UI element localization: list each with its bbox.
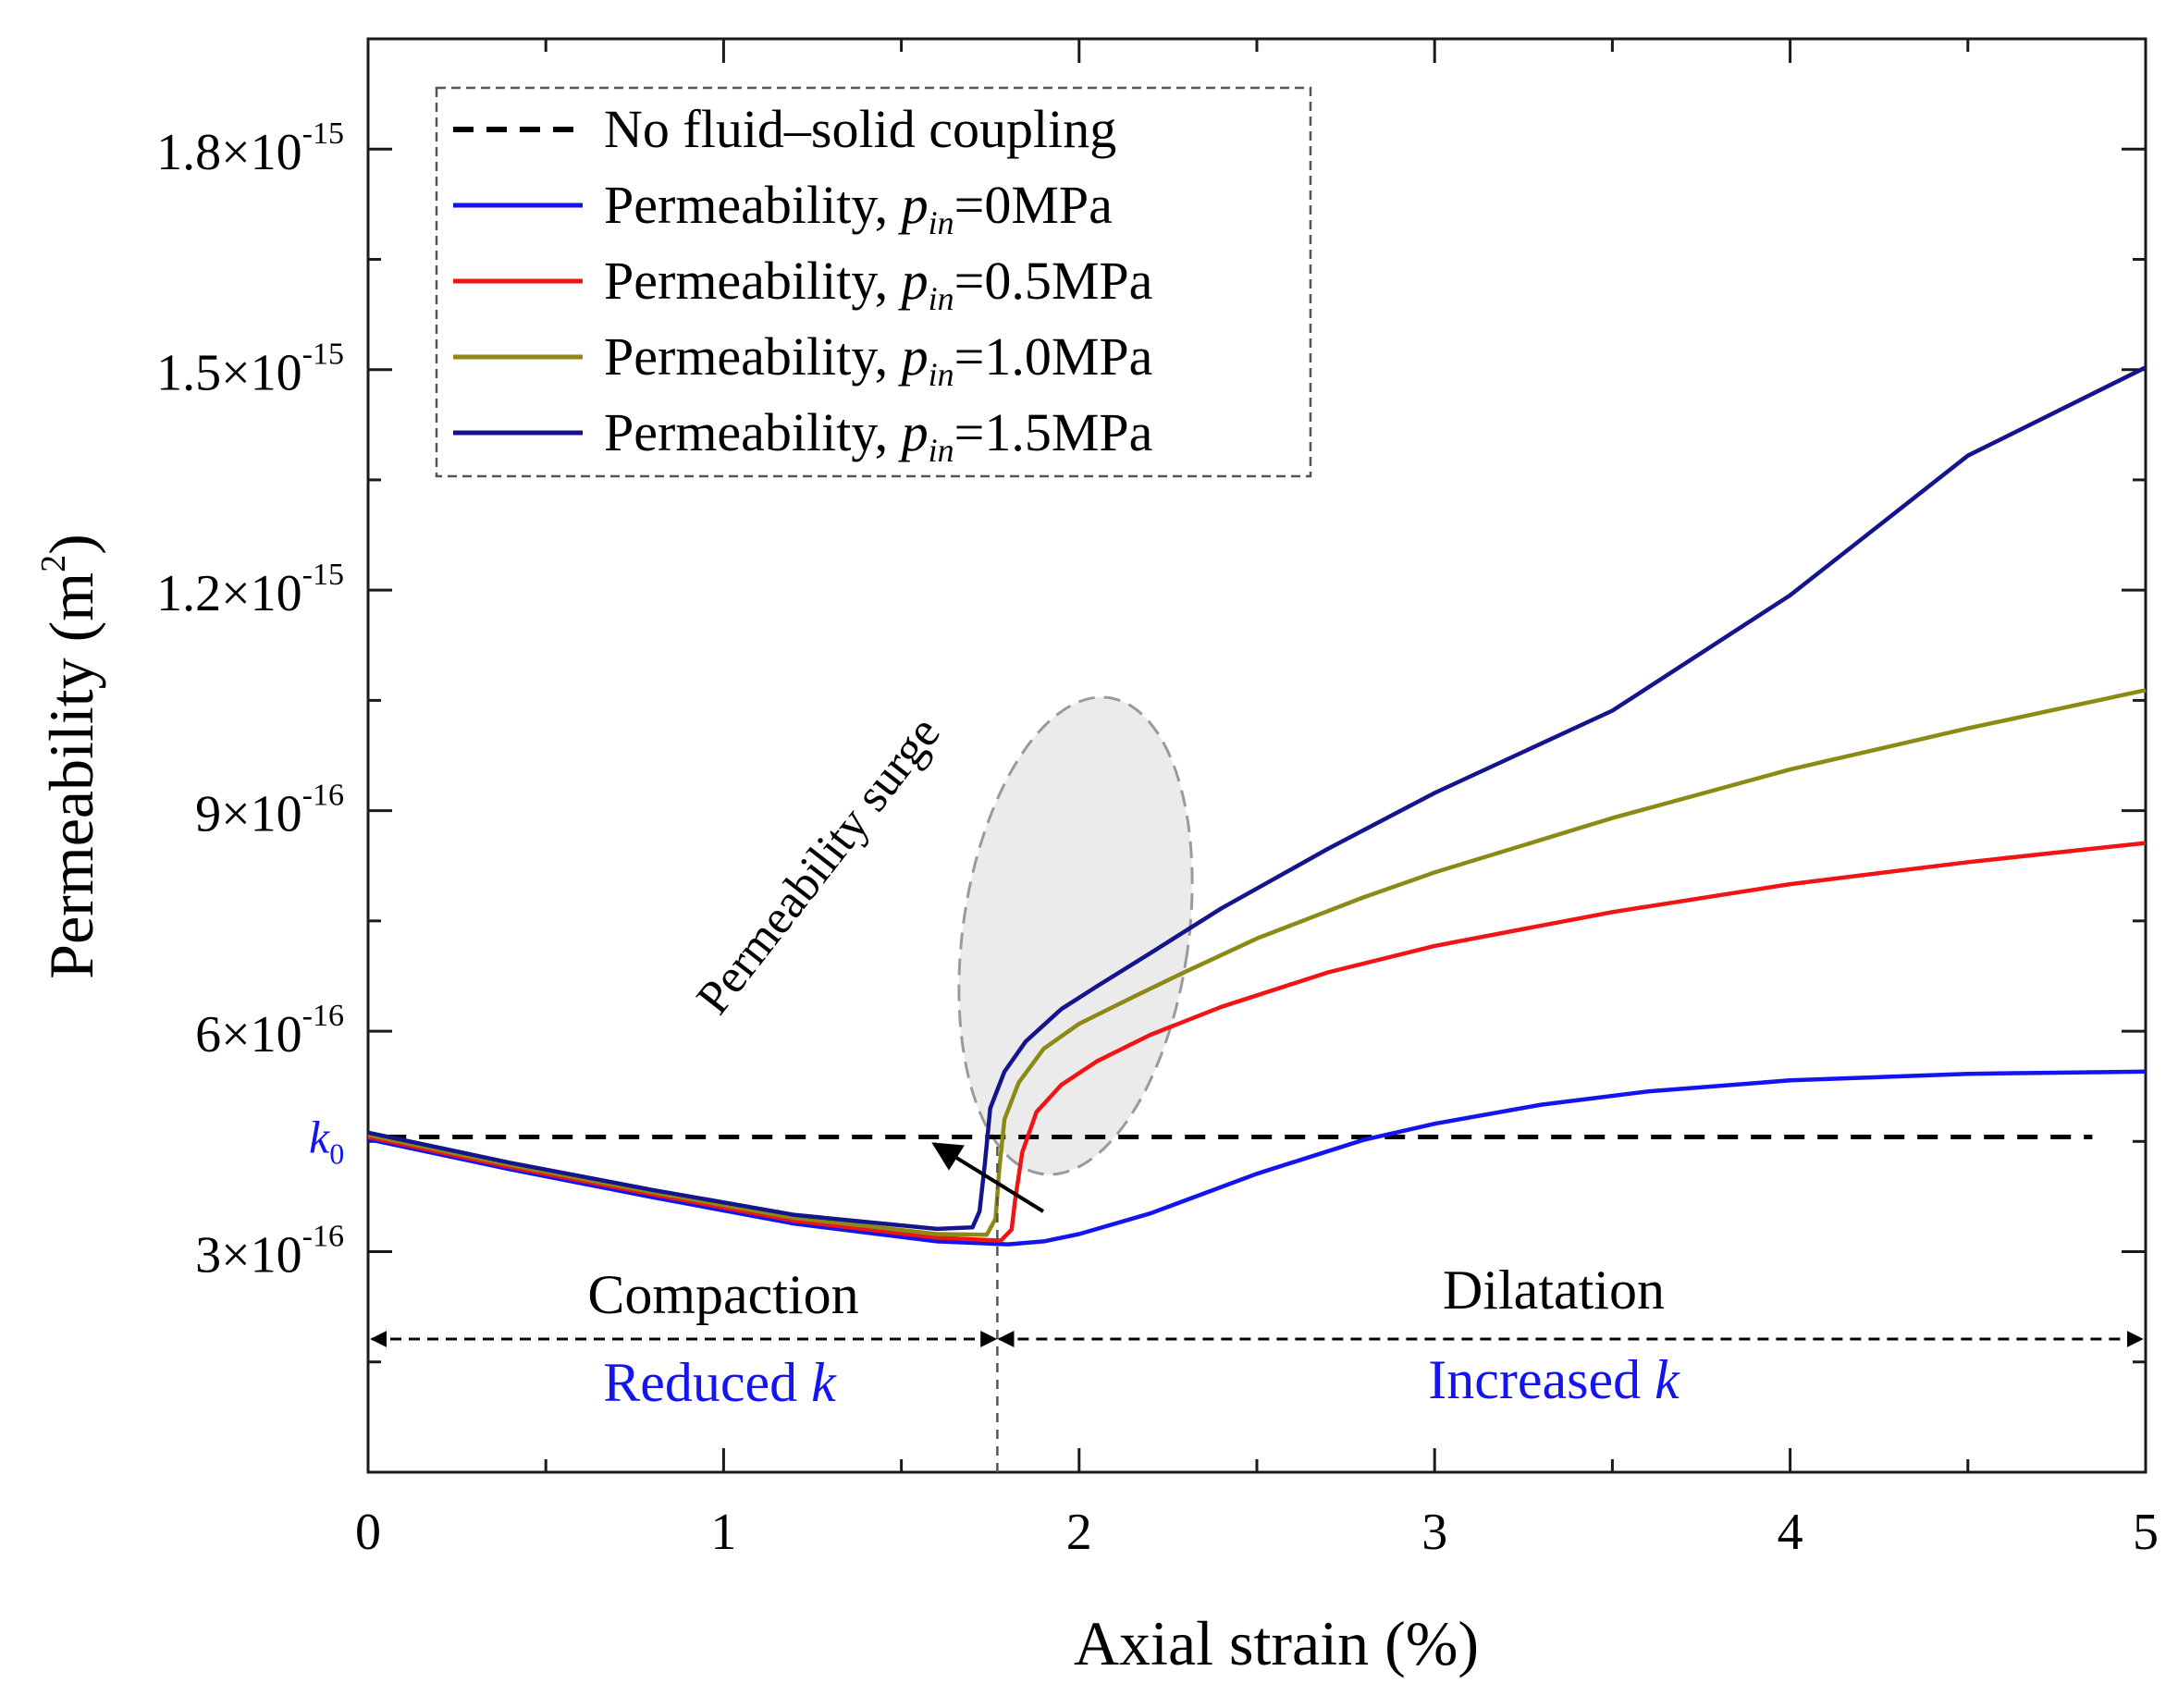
y-tick-label: 3×10-16 xyxy=(195,1220,344,1284)
axis-ticks xyxy=(366,39,2147,1472)
compaction-label: Compaction xyxy=(587,1264,858,1325)
x-tick-label: 2 xyxy=(1066,1504,1092,1561)
x-tick-label: 0 xyxy=(355,1504,381,1561)
y-tick-label: 1.8×10-15 xyxy=(156,117,344,181)
y-tick-labels: 3×10-16 6×10-16 9×10-16 1.2×10-15 1.5×10-15 1… xyxy=(156,117,344,1284)
pressure-increase-arrow xyxy=(931,1142,1045,1213)
series-line-4 xyxy=(367,365,2147,1232)
series-line-3 xyxy=(367,688,2147,1237)
series-line-1 xyxy=(367,1069,2147,1247)
x-axis-label: Axial strain (%) xyxy=(1074,1608,1479,1678)
reduced-k-label: Reduced k xyxy=(603,1352,837,1413)
legend: No fluid–solid coupling Permeability, pin… xyxy=(435,86,1312,478)
x-tick-label: 4 xyxy=(1778,1504,1803,1561)
surge-label: Permeability surge xyxy=(687,707,951,1025)
increased-k-label: Increased k xyxy=(1428,1349,1680,1410)
k0-label: k0 xyxy=(309,1112,344,1171)
dilatation-label: Dilatation xyxy=(1443,1259,1665,1321)
legend-label-0: No fluid–solid coupling xyxy=(604,99,1116,159)
x-tick-label: 3 xyxy=(1421,1504,1447,1561)
y-axis-label: Permeability (m2) xyxy=(34,534,106,979)
x-tick-label: 5 xyxy=(2133,1504,2159,1561)
legend-label-2: Permeability, pin=0.5MPa xyxy=(604,251,1152,317)
x-tick-label: 1 xyxy=(710,1504,736,1561)
y-tick-label: 6×10-16 xyxy=(195,999,344,1063)
legend-label-4: Permeability, pin=1.5MPa xyxy=(604,402,1152,469)
legend-label-1: Permeability, pin=0MPa xyxy=(604,175,1113,241)
series-group xyxy=(367,365,2147,1247)
y-tick-label: 9×10-16 xyxy=(195,779,344,843)
y-axis-label-sup: 2 xyxy=(34,555,73,572)
series-line-2 xyxy=(367,841,2147,1243)
y-tick-label: 1.2×10-15 xyxy=(156,558,344,622)
x-tick-labels: 0 1 2 3 4 5 xyxy=(355,1504,2159,1561)
legend-label-3: Permeability, pin=1.0MPa xyxy=(604,326,1152,393)
y-tick-label: 1.5×10-15 xyxy=(156,338,344,402)
